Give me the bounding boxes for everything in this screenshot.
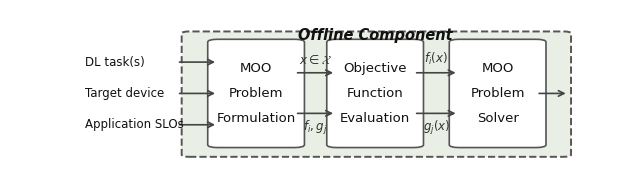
Text: Target device: Target device [85, 87, 164, 100]
Text: $x \in \mathcal{X}$: $x \in \mathcal{X}$ [299, 54, 332, 67]
Text: Formulation: Formulation [216, 112, 296, 125]
Text: Evaluation: Evaluation [340, 112, 410, 125]
Text: Function: Function [347, 87, 403, 100]
Text: DL task(s): DL task(s) [85, 56, 145, 69]
FancyBboxPatch shape [449, 39, 546, 148]
Text: Application SLOs: Application SLOs [85, 118, 184, 131]
Text: MOO: MOO [240, 62, 272, 75]
Text: Problem: Problem [470, 87, 525, 100]
Text: Solver: Solver [477, 112, 518, 125]
Text: $g_j(x)$: $g_j(x)$ [422, 119, 450, 137]
FancyBboxPatch shape [208, 39, 305, 148]
FancyBboxPatch shape [327, 39, 424, 148]
Text: $f_i, g_j$: $f_i, g_j$ [303, 119, 328, 137]
Text: Offline Component: Offline Component [298, 28, 452, 43]
Text: MOO: MOO [481, 62, 514, 75]
Text: Objective: Objective [344, 62, 407, 75]
Text: $f_i(x)$: $f_i(x)$ [424, 51, 448, 67]
Text: Problem: Problem [229, 87, 284, 100]
FancyBboxPatch shape [182, 31, 571, 157]
